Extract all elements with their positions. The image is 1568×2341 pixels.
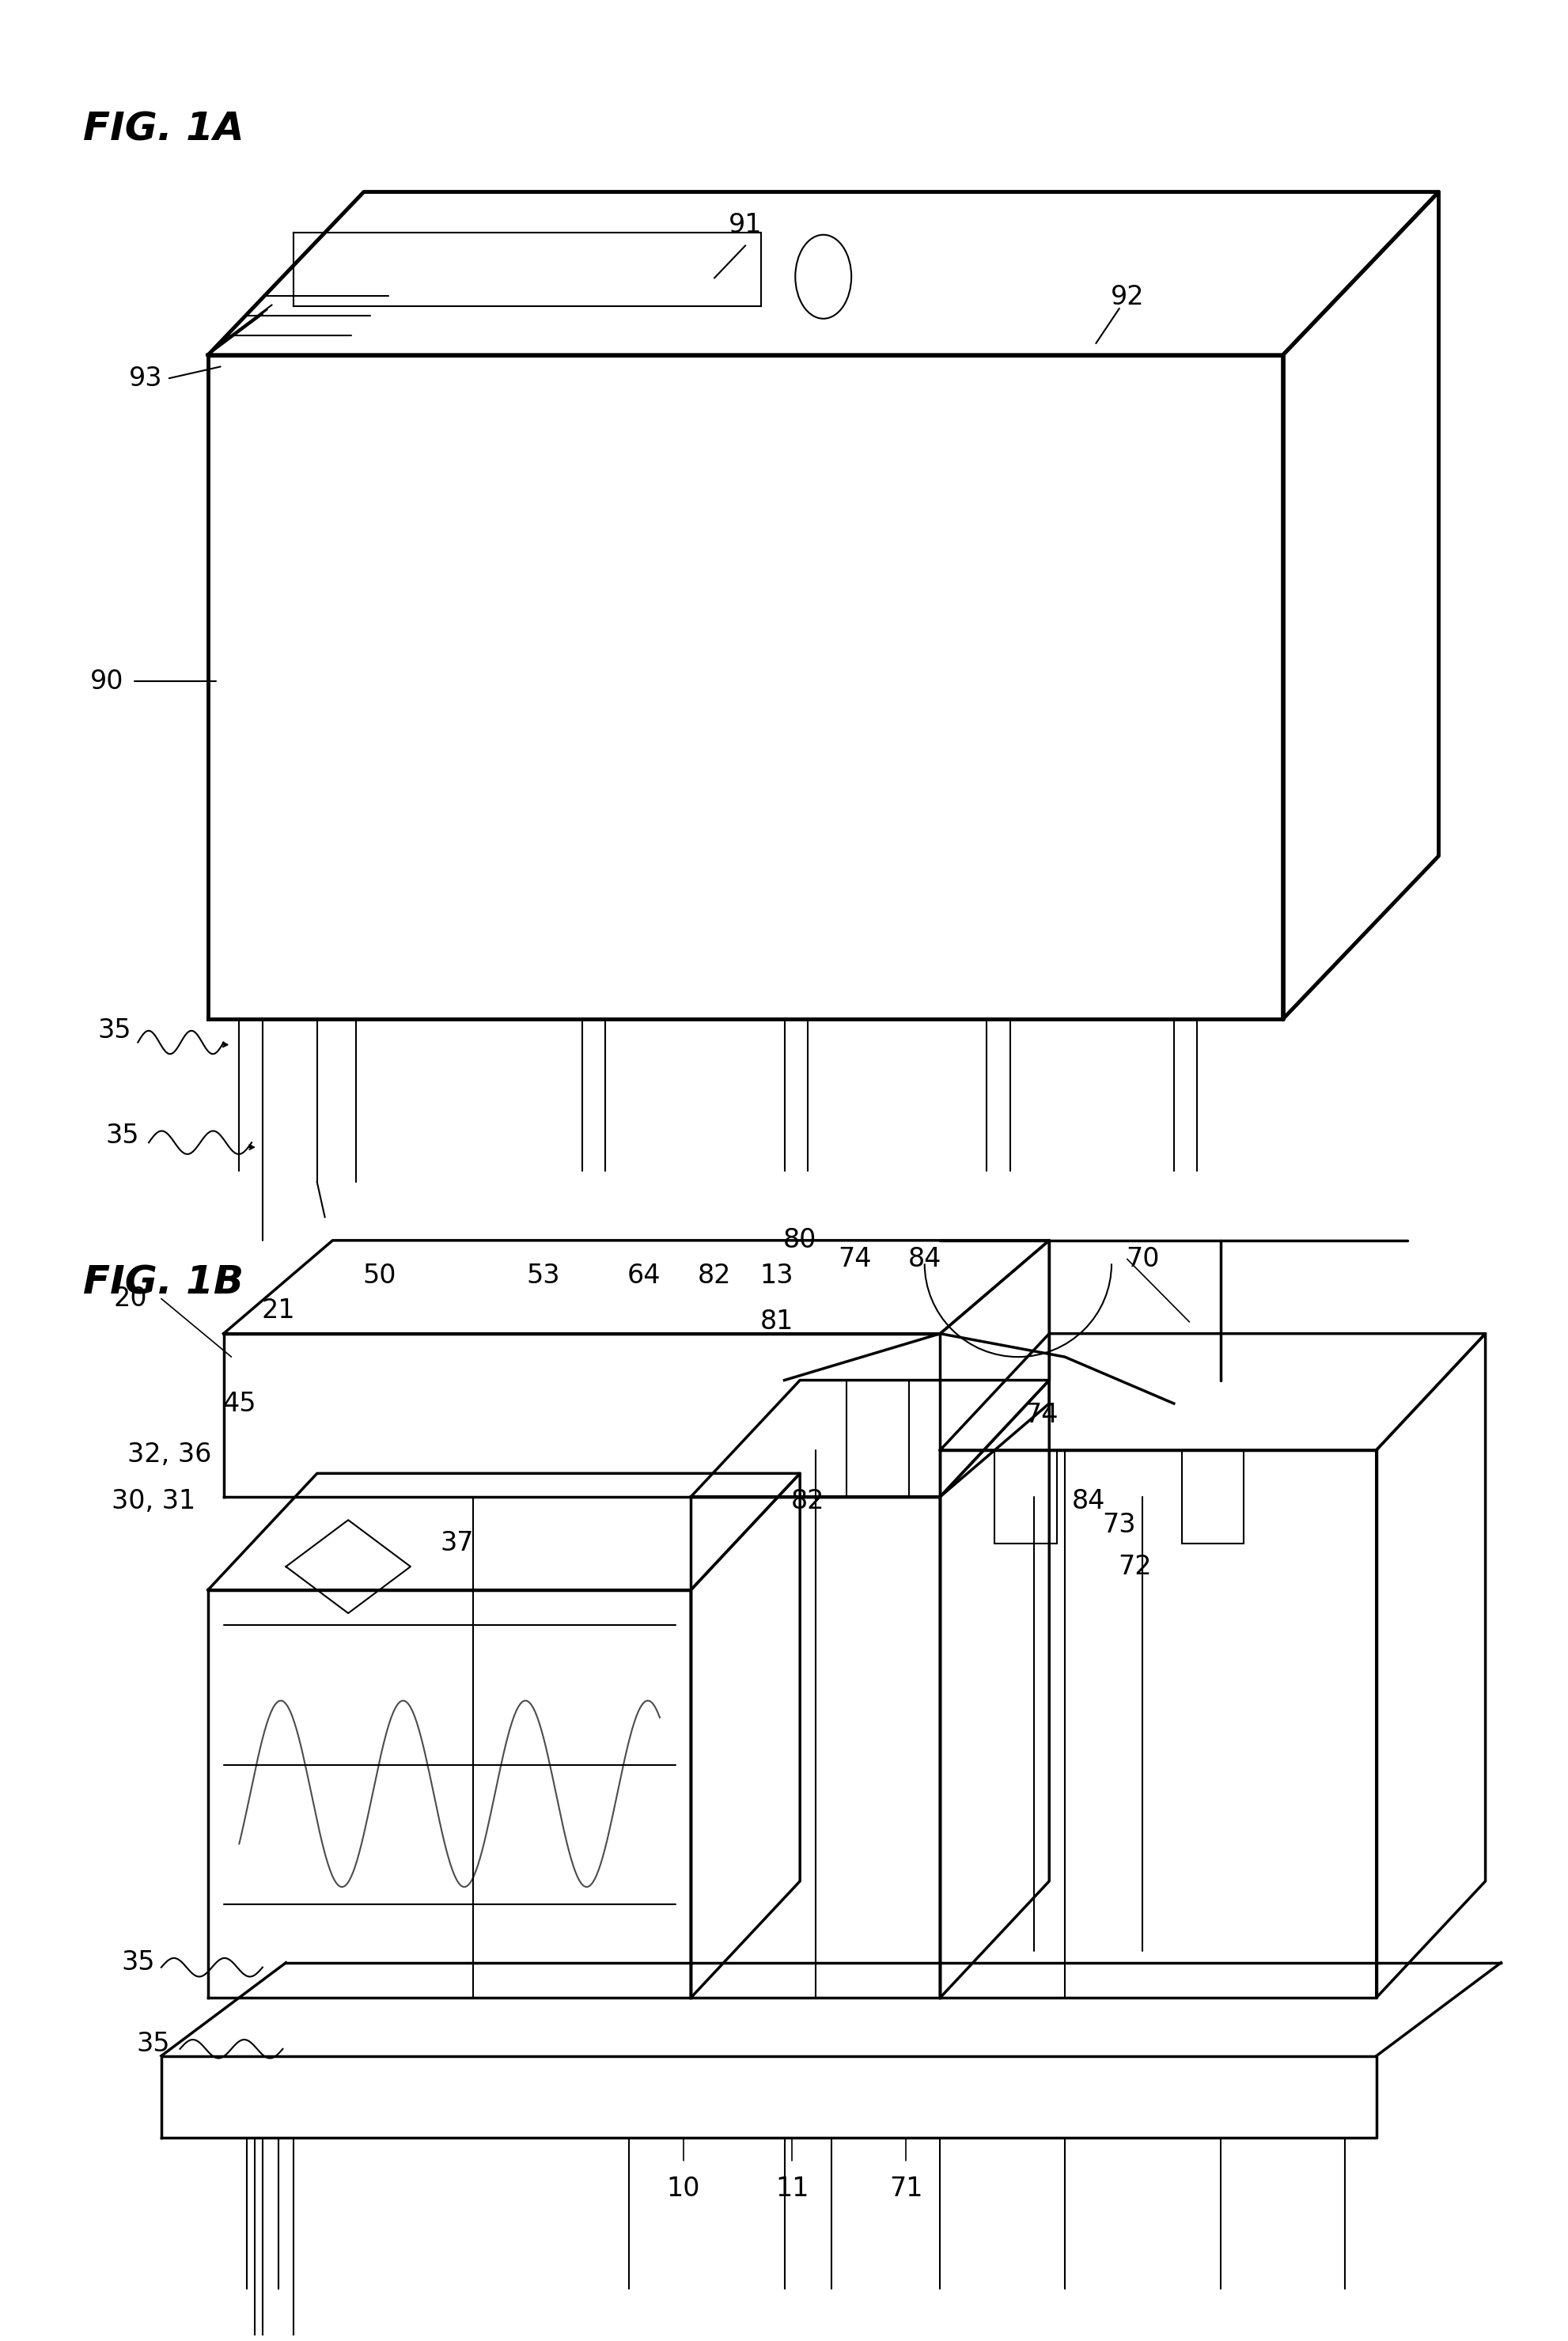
Text: 21: 21 [262,1297,295,1323]
Text: 92: 92 [1110,283,1143,309]
Text: 13: 13 [759,1262,793,1288]
Text: 84: 84 [908,1245,941,1271]
Text: 37: 37 [441,1531,474,1557]
FancyBboxPatch shape [1181,1449,1243,1543]
Text: 11: 11 [775,2175,809,2203]
Text: 80: 80 [782,1227,817,1252]
Text: 91: 91 [728,213,762,239]
Text: 82: 82 [698,1262,731,1288]
Text: 84: 84 [1071,1489,1104,1515]
Text: 74: 74 [1024,1402,1058,1428]
Text: FIG. 1A: FIG. 1A [83,110,245,147]
Text: 35: 35 [97,1018,132,1044]
Text: FIG. 1B: FIG. 1B [83,1264,245,1302]
Text: 53: 53 [525,1262,560,1288]
Text: 35: 35 [136,2032,171,2058]
Text: 71: 71 [889,2175,922,2203]
Text: 45: 45 [223,1391,256,1416]
Text: 35: 35 [121,1950,155,1976]
Text: 20: 20 [113,1285,147,1311]
Text: 32, 36: 32, 36 [127,1442,212,1468]
Text: 93: 93 [129,365,163,391]
Text: 73: 73 [1102,1512,1135,1538]
Text: 64: 64 [627,1262,660,1288]
Text: 82: 82 [790,1489,825,1515]
Text: 10: 10 [666,2175,699,2203]
Text: 70: 70 [1126,1245,1159,1271]
Text: 50: 50 [362,1262,397,1288]
Text: 90: 90 [89,667,124,695]
Text: 72: 72 [1118,1554,1151,1580]
Text: 35: 35 [105,1121,140,1149]
Text: 81: 81 [759,1309,793,1334]
Text: 30, 31: 30, 31 [111,1489,196,1515]
FancyBboxPatch shape [994,1449,1057,1543]
Text: 74: 74 [837,1245,870,1271]
